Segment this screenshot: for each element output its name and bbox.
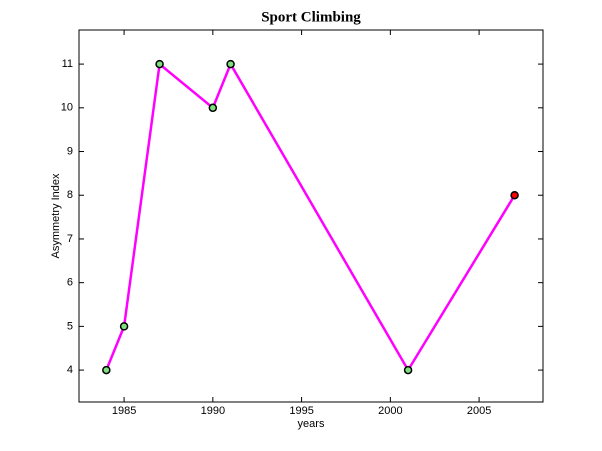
y-tick-label: 8 xyxy=(67,189,73,201)
x-tick-label: 2000 xyxy=(378,405,402,417)
x-tick-label: 1995 xyxy=(289,405,313,417)
x-tick-label: 1990 xyxy=(201,405,225,417)
chart-title: Sport Climbing xyxy=(261,9,361,25)
marker xyxy=(119,322,129,331)
y-tick-label: 9 xyxy=(67,145,73,157)
plot-area xyxy=(78,29,544,403)
marker xyxy=(208,103,218,113)
x-axis-label: years xyxy=(298,418,325,430)
y-tick-label: 6 xyxy=(67,277,73,289)
y-tick-label: 7 xyxy=(67,233,73,245)
x-tick-label: 2005 xyxy=(467,405,491,417)
y-axis-label: Asymmetry Index xyxy=(50,173,62,258)
y-tick-label: 4 xyxy=(67,364,73,376)
y-tick-label: 10 xyxy=(61,102,73,114)
marker xyxy=(403,365,413,375)
marker xyxy=(510,190,519,200)
y-tick-label: 11 xyxy=(62,58,73,70)
marker xyxy=(102,365,111,375)
marker xyxy=(226,59,235,69)
y-tick-label: 5 xyxy=(67,320,73,332)
x-tick-label: 1985 xyxy=(112,405,136,417)
marker xyxy=(155,59,164,69)
